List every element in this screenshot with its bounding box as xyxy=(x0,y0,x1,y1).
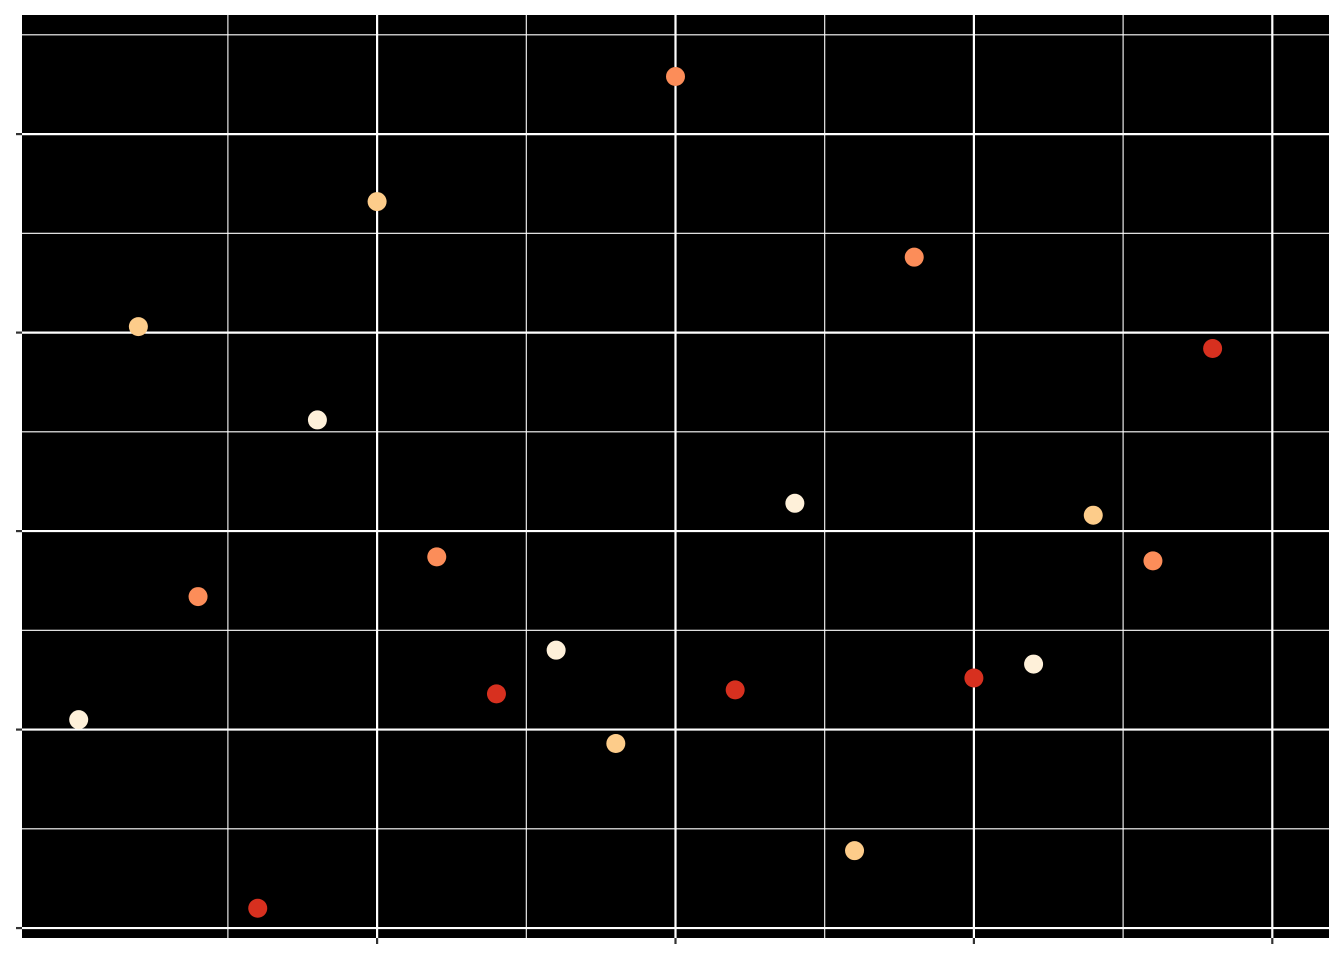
data-point xyxy=(248,898,268,918)
data-point xyxy=(367,192,387,212)
data-point xyxy=(785,493,805,513)
data-point xyxy=(1024,654,1044,674)
data-point xyxy=(845,841,865,861)
data-point xyxy=(546,640,566,660)
data-point xyxy=(964,668,984,688)
data-point xyxy=(486,684,506,704)
data-point xyxy=(1203,338,1223,358)
data-point xyxy=(69,710,89,730)
data-point xyxy=(725,680,745,700)
data-points xyxy=(69,67,1223,918)
major-gridlines xyxy=(22,15,1329,938)
data-point xyxy=(427,547,447,567)
data-point xyxy=(606,733,626,753)
data-point xyxy=(666,67,685,87)
data-point xyxy=(188,587,208,607)
data-point xyxy=(128,317,148,337)
data-point xyxy=(904,247,924,267)
data-point xyxy=(1143,551,1163,571)
data-point xyxy=(307,410,327,430)
axis-ticks xyxy=(16,132,1274,944)
data-point xyxy=(1083,505,1103,525)
